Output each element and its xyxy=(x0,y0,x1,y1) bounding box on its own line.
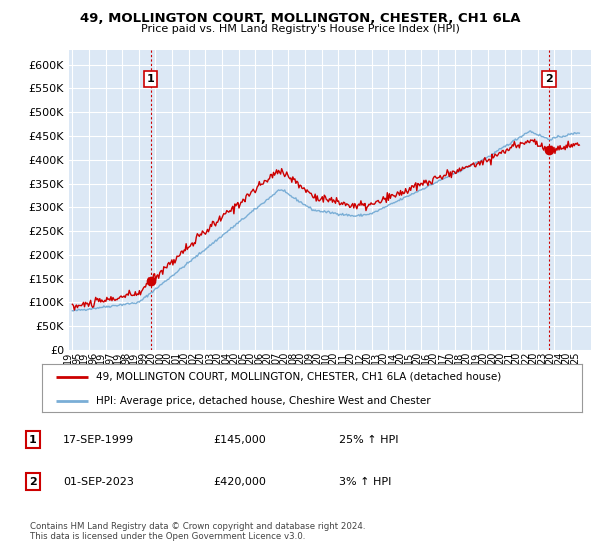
Text: 1: 1 xyxy=(147,74,155,84)
Text: 17-SEP-1999: 17-SEP-1999 xyxy=(63,435,134,445)
Text: 01-SEP-2023: 01-SEP-2023 xyxy=(63,477,134,487)
Text: 3% ↑ HPI: 3% ↑ HPI xyxy=(339,477,391,487)
Text: £145,000: £145,000 xyxy=(213,435,266,445)
Text: Contains HM Land Registry data © Crown copyright and database right 2024.
This d: Contains HM Land Registry data © Crown c… xyxy=(30,522,365,542)
Text: 2: 2 xyxy=(545,74,553,84)
Text: 49, MOLLINGTON COURT, MOLLINGTON, CHESTER, CH1 6LA: 49, MOLLINGTON COURT, MOLLINGTON, CHESTE… xyxy=(80,12,520,25)
Text: 2: 2 xyxy=(29,477,37,487)
Text: 1: 1 xyxy=(29,435,37,445)
Text: £420,000: £420,000 xyxy=(213,477,266,487)
Text: 25% ↑ HPI: 25% ↑ HPI xyxy=(339,435,398,445)
Text: Price paid vs. HM Land Registry's House Price Index (HPI): Price paid vs. HM Land Registry's House … xyxy=(140,24,460,34)
Text: 49, MOLLINGTON COURT, MOLLINGTON, CHESTER, CH1 6LA (detached house): 49, MOLLINGTON COURT, MOLLINGTON, CHESTE… xyxy=(96,372,501,382)
Text: HPI: Average price, detached house, Cheshire West and Chester: HPI: Average price, detached house, Ches… xyxy=(96,396,431,406)
